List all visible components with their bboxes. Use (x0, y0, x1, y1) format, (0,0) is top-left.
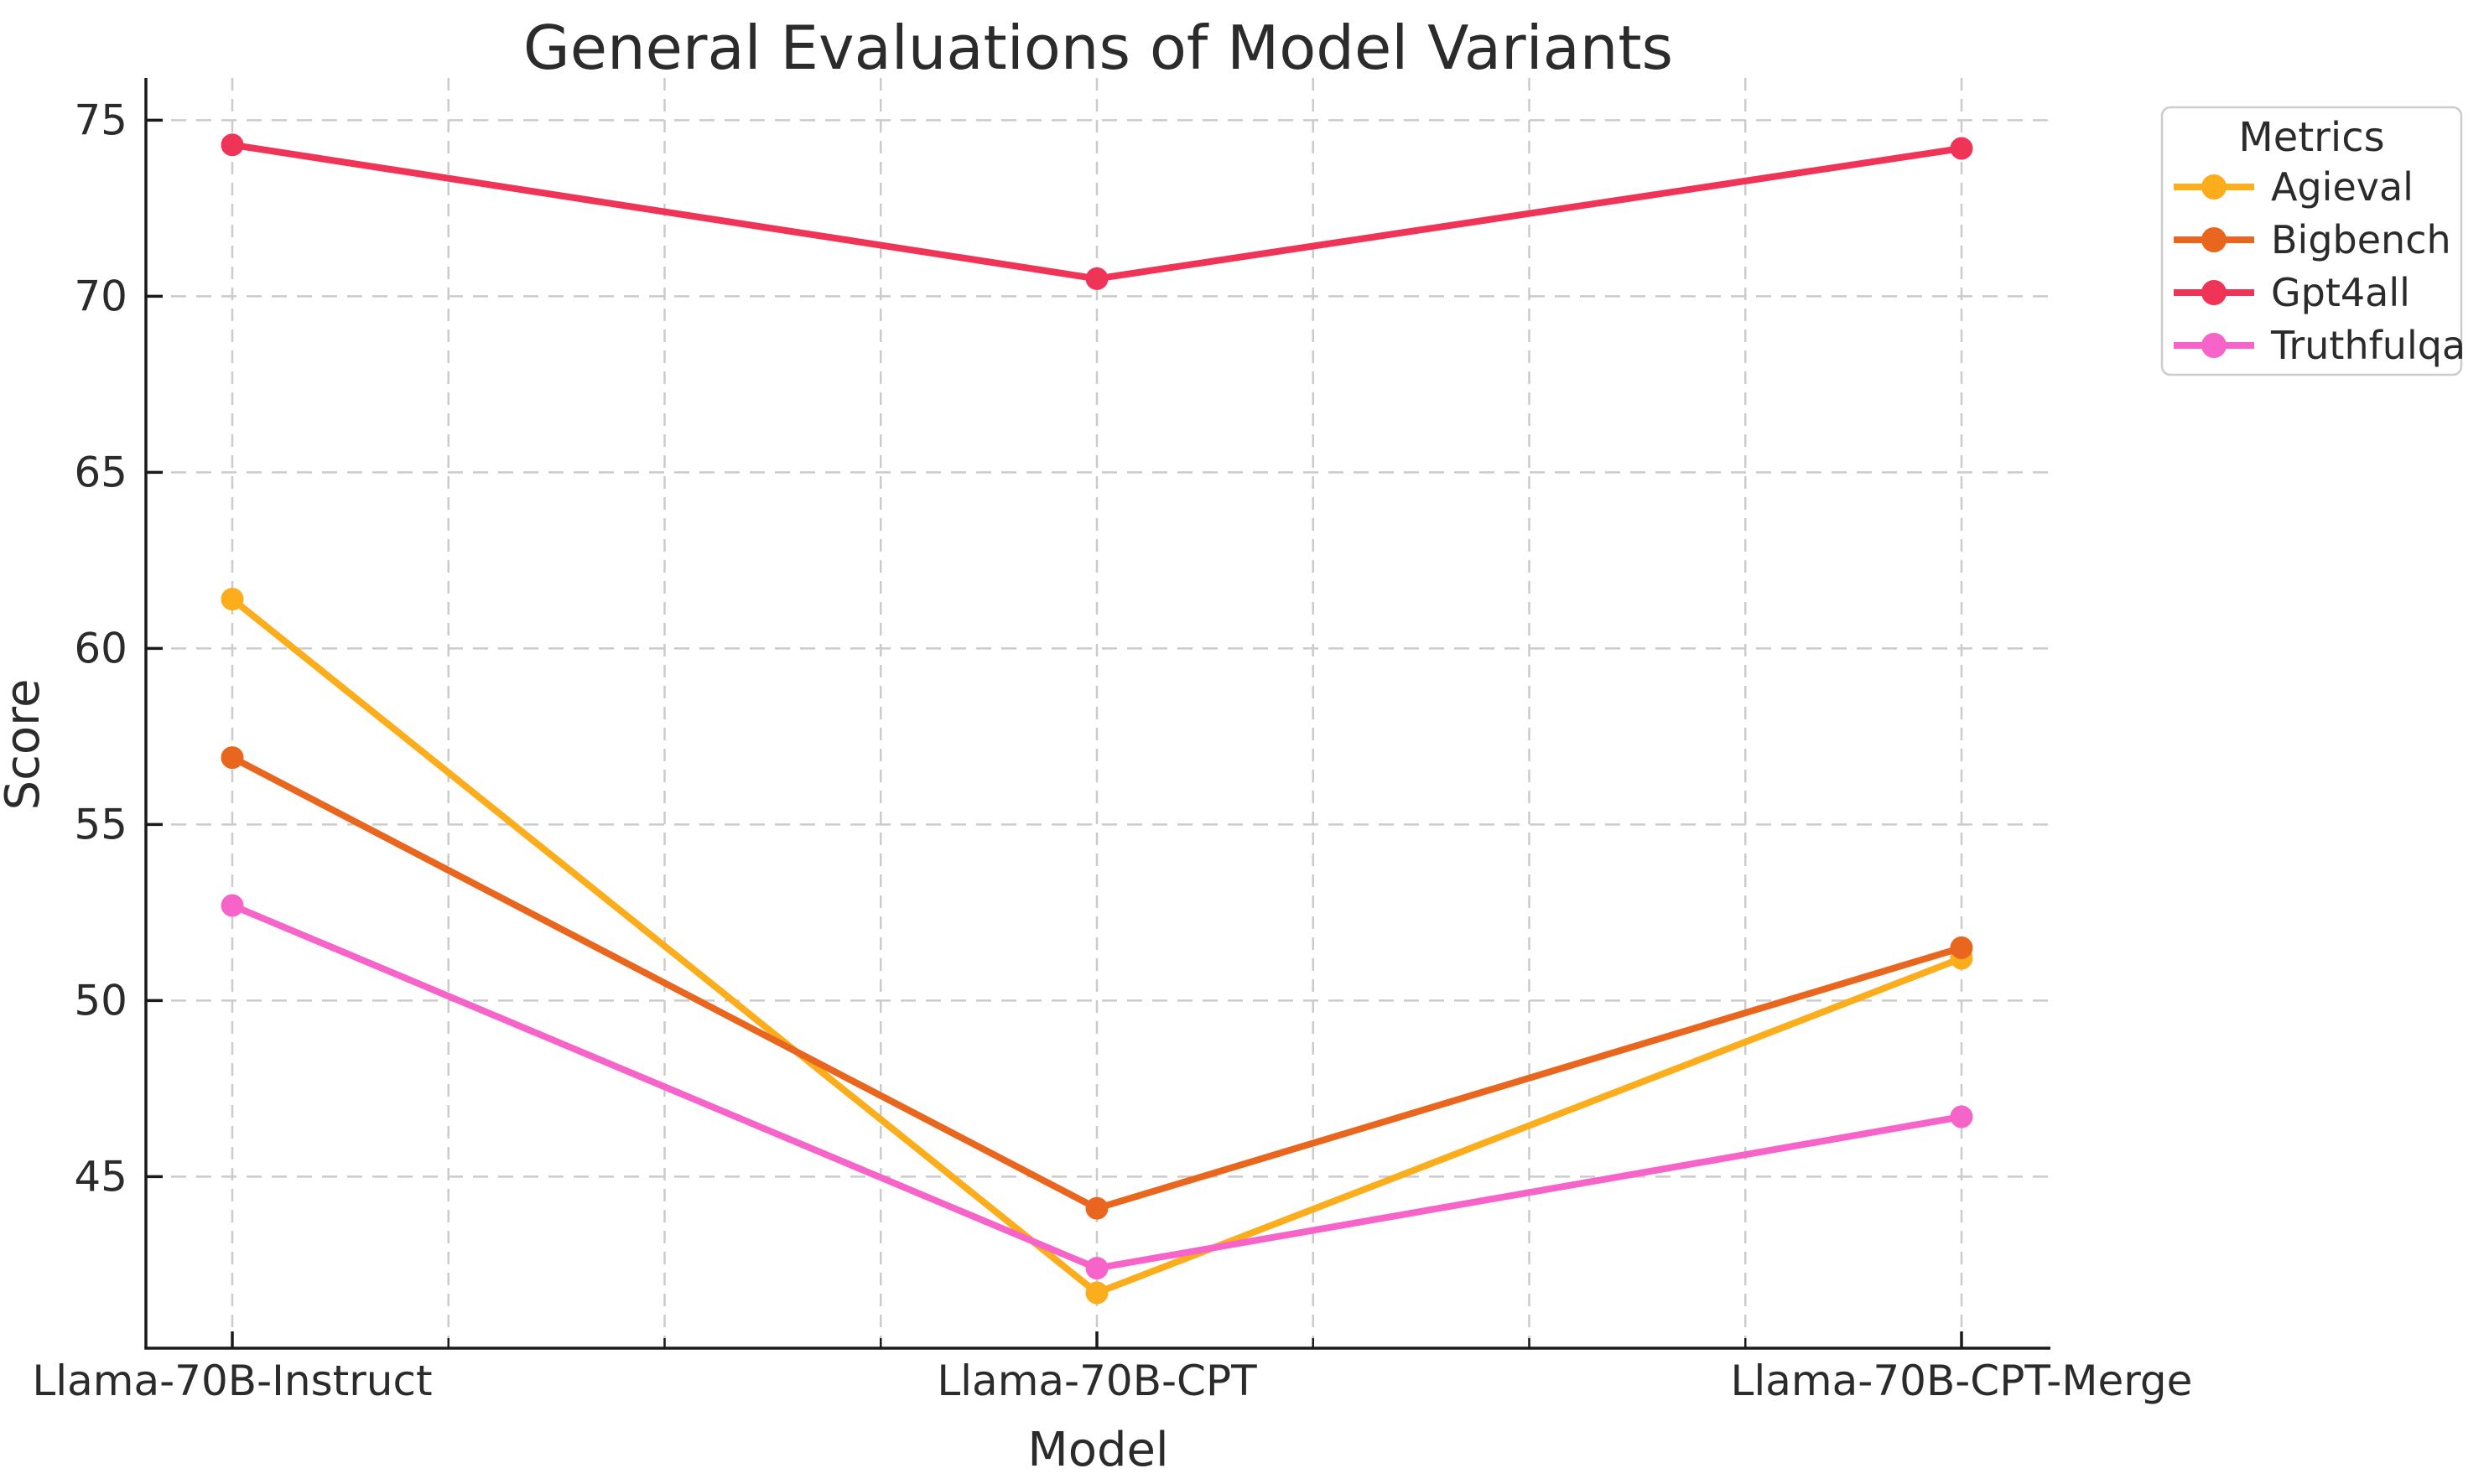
legend-item-label: Truthfulqa (2270, 323, 2466, 368)
legend-item-label: Agieval (2271, 164, 2414, 210)
x-tick-label: Llama-70B-CPT (937, 1357, 1257, 1405)
legend-item-label: Bigbench (2271, 217, 2451, 262)
y-tick-labels: 45 50 55 60 65 70 75 (74, 96, 127, 1201)
data-point-gpt4all (1085, 267, 1109, 290)
series-agieval (221, 588, 1973, 1305)
legend-item-truthfulqa: Truthfulqa (2174, 323, 2466, 368)
legend-swatch-marker (2201, 174, 2227, 200)
y-tick-label: 55 (74, 800, 127, 848)
horizontal-gridlines (146, 119, 2050, 1178)
data-point-gpt4all (221, 133, 244, 157)
series-gpt4all (221, 133, 1973, 290)
series-truthfulqa (221, 894, 1973, 1280)
x-tick-label: Llama-70B-Instruct (32, 1357, 432, 1405)
x-tick-labels: Llama-70B-Instruct Llama-70B-CPT Llama-70B… (32, 1357, 2192, 1405)
data-point-truthfulqa (1085, 1257, 1109, 1280)
data-point-agieval (1085, 1281, 1109, 1305)
y-tick-label: 50 (74, 976, 127, 1025)
data-point-bigbench (1950, 936, 1973, 959)
legend-swatch-marker (2201, 280, 2227, 305)
x-axis-label: Model (1027, 1423, 1168, 1477)
y-tick-label: 65 (74, 448, 127, 496)
y-tick-label: 75 (74, 96, 127, 144)
legend-item-label: Gpt4all (2271, 270, 2410, 315)
chart-title: General Evaluations of Model Variants (523, 13, 1673, 83)
legend-title: Metrics (2238, 114, 2384, 161)
x-tick-label: Llama-70B-CPT-Merge (1731, 1357, 2193, 1405)
series-bigbench (221, 746, 1973, 1220)
y-tick-label: 70 (74, 272, 127, 320)
data-point-bigbench (1085, 1196, 1109, 1220)
legend-item-bigbench: Bigbench (2174, 217, 2451, 262)
data-point-truthfulqa (1950, 1105, 1973, 1129)
legend-box (2160, 106, 2463, 376)
data-point-bigbench (221, 746, 244, 770)
data-point-truthfulqa (221, 894, 244, 917)
tick-marks (146, 118, 1963, 1348)
data-point-gpt4all (1950, 137, 1973, 160)
legend-item-agieval: Agieval (2174, 164, 2414, 210)
y-tick-label: 45 (74, 1152, 127, 1201)
data-point-agieval (221, 588, 244, 611)
legend-item-gpt4all: Gpt4all (2174, 270, 2410, 315)
legend-swatch-marker (2201, 227, 2227, 252)
legend-swatch-marker (2201, 333, 2227, 358)
y-axis-label: Score (0, 679, 50, 811)
y-tick-label: 60 (74, 624, 127, 672)
